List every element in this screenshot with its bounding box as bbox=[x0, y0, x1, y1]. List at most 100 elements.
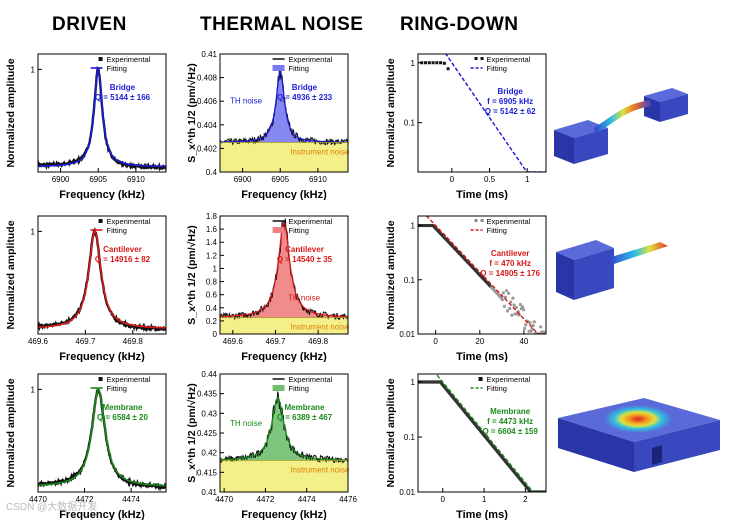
x-tick-label: 4472 bbox=[76, 495, 94, 504]
instrument-noise-label: Instrument noise bbox=[290, 466, 350, 475]
annotation-line: f = 4473 kHz bbox=[487, 417, 533, 426]
column-title-ring-down: RING-DOWN bbox=[400, 14, 519, 35]
experimental-point bbox=[427, 61, 431, 65]
y-tick-label: 0.8 bbox=[206, 278, 218, 287]
y-tick-label: 0.41 bbox=[201, 50, 217, 59]
series-experimental bbox=[220, 390, 348, 464]
y-tick-label: 1 bbox=[213, 264, 218, 273]
x-tick-label: 4474 bbox=[122, 495, 140, 504]
annotation-line: Q = 5144 ± 166 bbox=[95, 93, 151, 102]
x-tick-label: 6910 bbox=[127, 175, 145, 184]
x-tick-label: 6900 bbox=[52, 175, 70, 184]
axes-frame bbox=[37, 215, 167, 335]
experimental-point bbox=[501, 291, 505, 295]
instrument-noise-band bbox=[220, 460, 348, 492]
x-axis-label: Frequency (kHz) bbox=[241, 351, 327, 362]
th-noise-label: TH noise bbox=[230, 419, 263, 428]
y-tick-label: 1 bbox=[411, 59, 416, 68]
experimental-point bbox=[510, 313, 514, 317]
y-tick-label: 1 bbox=[31, 385, 36, 394]
experimental-point bbox=[518, 302, 522, 307]
axes-frame bbox=[37, 373, 167, 493]
series-fitting bbox=[38, 388, 166, 487]
chart-ring-cantilever: 0 20 40 1 0.1 0.01 Time (ms) Normalized amplitu… bbox=[385, 215, 547, 362]
x-tick-label: 2 bbox=[523, 495, 528, 504]
annotation-line: Q = 14905 ± 176 bbox=[480, 269, 540, 278]
series-fitting bbox=[435, 374, 546, 492]
y-tick-label: 0.408 bbox=[197, 74, 218, 83]
experimental-point bbox=[517, 313, 521, 317]
legend-label-experimental: Experimental bbox=[107, 55, 151, 64]
y-axis-label: Normalized amplitude bbox=[5, 378, 17, 487]
y-tick-label: 0.41 bbox=[201, 488, 217, 497]
plot-area bbox=[38, 65, 166, 172]
y-axis-label: Normalized amplitude bbox=[5, 58, 17, 167]
experimental-point bbox=[446, 67, 450, 71]
annotation-line: Q = 6584 ± 20 bbox=[97, 413, 148, 422]
y-tick-label: 0.404 bbox=[197, 121, 218, 130]
y-tick-label: 1.4 bbox=[206, 238, 218, 247]
legend-label-fitting: Fitting bbox=[487, 64, 507, 73]
bridge-beam bbox=[594, 100, 652, 134]
annotation-line: Q = 14916 ± 82 bbox=[95, 255, 151, 264]
legend-label-fitting: Fitting bbox=[107, 384, 127, 393]
axes-frame bbox=[417, 215, 547, 335]
y-tick-label: 0.01 bbox=[399, 488, 415, 497]
x-axis-label: Frequency (kHz) bbox=[241, 189, 327, 200]
y-axis-label: S_x^th 1/2 (pm/√Hz) bbox=[186, 63, 198, 162]
experimental-point bbox=[509, 300, 513, 304]
experimental-point bbox=[522, 308, 526, 312]
plot-area bbox=[38, 227, 166, 333]
x-axis-label: Frequency (kHz) bbox=[59, 189, 145, 200]
experimental-point bbox=[435, 61, 439, 65]
cantilever-illustration bbox=[556, 240, 668, 300]
axes-frame bbox=[37, 53, 167, 173]
y-axis-label: Normalized amplitude bbox=[385, 58, 397, 167]
experimental-point bbox=[523, 326, 527, 330]
annotation-line: Q = 4936 ± 233 bbox=[277, 93, 333, 102]
x-tick-label: 469.6 bbox=[223, 337, 244, 346]
y-tick-label: 1 bbox=[411, 222, 416, 231]
chart-driven-bridge: 6900 6905 6910 1 Frequency (kHz) Normalized a… bbox=[5, 53, 167, 200]
y-tick-label: 0.4 bbox=[206, 168, 218, 177]
experimental-point bbox=[503, 295, 508, 299]
x-tick-label: 1 bbox=[525, 175, 530, 184]
legend-label-fitting: Fitting bbox=[289, 64, 309, 73]
legend-marker-experimental bbox=[98, 57, 103, 61]
annotation-line: Bridge bbox=[110, 83, 136, 92]
plot-area bbox=[418, 374, 546, 492]
y-tick-label: 1.2 bbox=[206, 251, 218, 260]
annotation-line: f = 6905 kHz bbox=[487, 97, 533, 106]
legend-label-fitting: Fitting bbox=[107, 64, 127, 73]
experimental-point bbox=[539, 325, 543, 329]
x-tick-label: 4470 bbox=[215, 495, 233, 504]
y-tick-label: 0.43 bbox=[201, 409, 217, 418]
experimental-point bbox=[504, 289, 509, 293]
annotation-line: Q = 6604 ± 159 bbox=[482, 427, 538, 436]
annotation-line: Q = 5142 ± 62 bbox=[485, 107, 536, 116]
y-tick-label: 0.435 bbox=[197, 390, 218, 399]
y-tick-label: 0.415 bbox=[197, 468, 218, 477]
annotation-line: Q = 14540 ± 35 bbox=[277, 255, 333, 264]
experimental-point bbox=[511, 296, 515, 300]
experimental-point bbox=[439, 61, 443, 65]
experimental-point bbox=[524, 323, 528, 327]
y-axis-label: Normalized amplitude bbox=[5, 220, 17, 329]
series-fitting bbox=[38, 230, 166, 329]
experimental-point bbox=[528, 321, 532, 325]
instrument-noise-band bbox=[220, 317, 348, 334]
x-tick-label: 4474 bbox=[298, 495, 316, 504]
legend-label-experimental: Experimental bbox=[289, 375, 333, 384]
annotation-line: Bridge bbox=[497, 87, 523, 96]
legend-marker-fitting bbox=[272, 385, 285, 391]
legend-marker-experimental bbox=[474, 57, 478, 60]
annotation-line: Cantilever bbox=[491, 249, 530, 258]
annotation-line: Membrane bbox=[102, 403, 143, 412]
experimental-point bbox=[514, 305, 518, 310]
x-tick-label: 20 bbox=[475, 337, 484, 346]
plot-area bbox=[220, 218, 348, 334]
chart-driven-cantilever: 469.6 469.7 469.8 1 Frequency (kHz) Normalize… bbox=[5, 215, 167, 362]
experimental-point bbox=[506, 309, 510, 313]
y-axis-label: S_x^th 1/2 (pm/√Hz) bbox=[186, 225, 198, 324]
